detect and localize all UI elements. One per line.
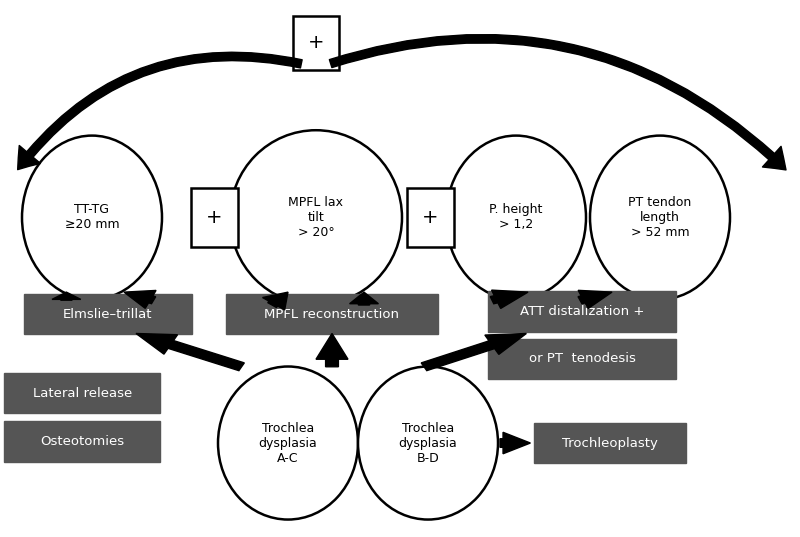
FancyBboxPatch shape bbox=[293, 16, 339, 70]
Text: or PT  tenodesis: or PT tenodesis bbox=[529, 352, 636, 365]
FancyBboxPatch shape bbox=[191, 188, 238, 247]
Text: Lateral release: Lateral release bbox=[33, 387, 132, 400]
Text: Trochleoplasty: Trochleoplasty bbox=[562, 437, 658, 449]
Polygon shape bbox=[422, 333, 526, 371]
FancyBboxPatch shape bbox=[4, 421, 160, 462]
Ellipse shape bbox=[358, 366, 498, 520]
Polygon shape bbox=[262, 292, 288, 310]
Text: MPFL lax
tilt
> 20°: MPFL lax tilt > 20° bbox=[289, 196, 343, 239]
FancyArrowPatch shape bbox=[330, 34, 786, 170]
FancyBboxPatch shape bbox=[24, 294, 192, 334]
Polygon shape bbox=[124, 291, 156, 308]
Polygon shape bbox=[490, 290, 528, 308]
Polygon shape bbox=[500, 432, 530, 454]
Text: TT-TG
≥20 mm: TT-TG ≥20 mm bbox=[65, 204, 119, 231]
FancyBboxPatch shape bbox=[488, 291, 677, 331]
Text: MPFL reconstruction: MPFL reconstruction bbox=[265, 308, 399, 321]
Ellipse shape bbox=[230, 130, 402, 305]
FancyBboxPatch shape bbox=[534, 423, 686, 463]
Text: Elmslie–trillat: Elmslie–trillat bbox=[63, 308, 153, 321]
FancyBboxPatch shape bbox=[488, 338, 677, 379]
Ellipse shape bbox=[446, 136, 586, 300]
Polygon shape bbox=[350, 292, 378, 305]
Text: Osteotomies: Osteotomies bbox=[40, 435, 125, 448]
FancyBboxPatch shape bbox=[407, 188, 454, 247]
Ellipse shape bbox=[590, 136, 730, 300]
Text: PT tendon
length
> 52 mm: PT tendon length > 52 mm bbox=[628, 196, 692, 239]
Ellipse shape bbox=[218, 366, 358, 520]
Text: P. height
> 1,2: P. height > 1,2 bbox=[490, 204, 542, 231]
Text: Trochlea
dysplasia
B-D: Trochlea dysplasia B-D bbox=[398, 422, 458, 465]
Text: ATT distalization +: ATT distalization + bbox=[520, 305, 645, 318]
Polygon shape bbox=[136, 333, 244, 371]
Polygon shape bbox=[52, 292, 81, 300]
Polygon shape bbox=[578, 291, 612, 308]
Text: +: + bbox=[308, 33, 324, 53]
FancyArrowPatch shape bbox=[18, 52, 302, 170]
FancyBboxPatch shape bbox=[226, 294, 438, 334]
Text: +: + bbox=[422, 208, 438, 227]
Polygon shape bbox=[316, 333, 348, 367]
Text: +: + bbox=[206, 208, 222, 227]
FancyBboxPatch shape bbox=[4, 373, 160, 413]
Text: Trochlea
dysplasia
A-C: Trochlea dysplasia A-C bbox=[258, 422, 318, 465]
Ellipse shape bbox=[22, 136, 162, 300]
